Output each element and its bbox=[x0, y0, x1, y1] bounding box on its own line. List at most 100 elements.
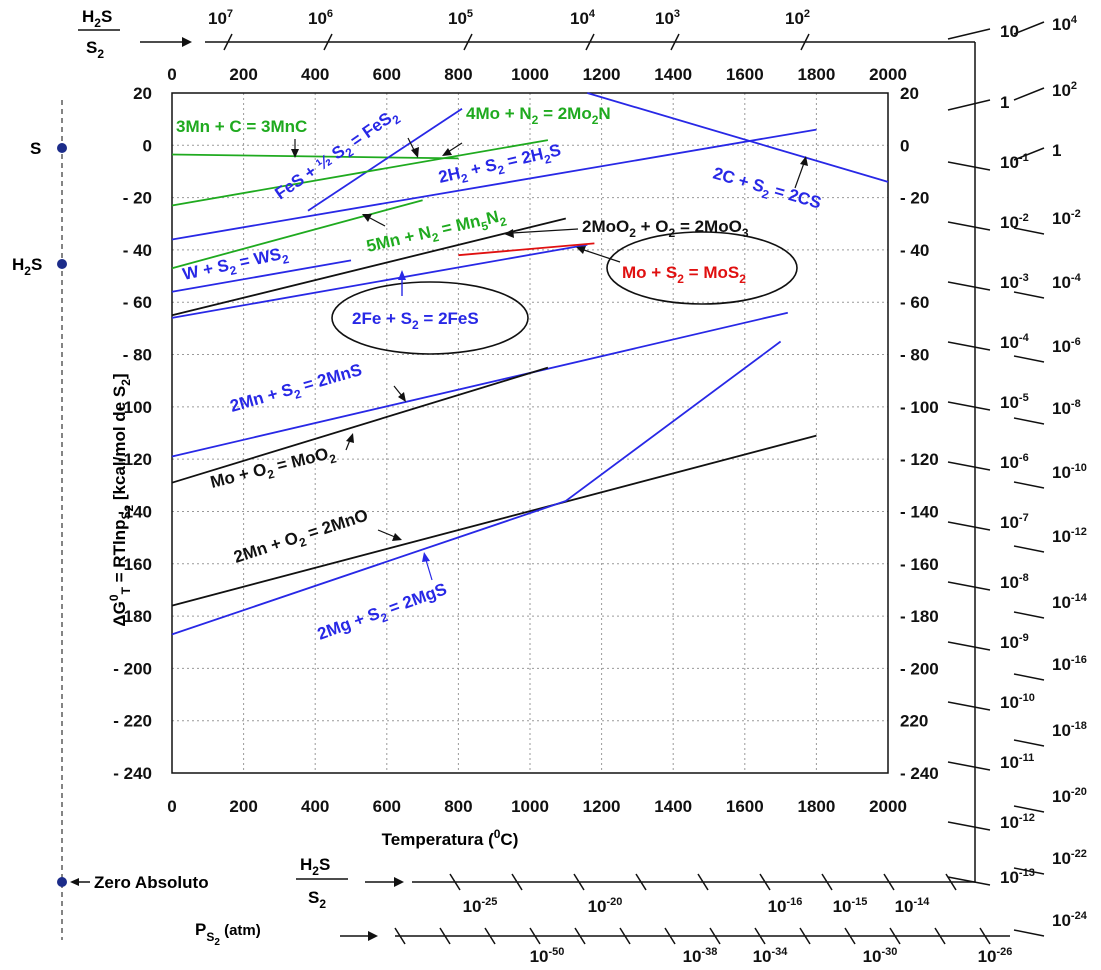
series-line bbox=[171, 366, 549, 484]
right-pressure-tick bbox=[1013, 739, 1045, 747]
right-ratio-tick bbox=[947, 876, 991, 886]
right-pressure-tick bbox=[1013, 611, 1045, 619]
ps2-tick bbox=[664, 927, 676, 945]
y-tick-label-right: - 140 bbox=[900, 502, 939, 521]
zero-absolute-label: Zero Absoluto bbox=[94, 873, 209, 892]
top-ratio-denominator: S2 bbox=[86, 38, 104, 61]
y-tick-label-right: - 40 bbox=[900, 241, 929, 260]
right-pressure-tick-label: 10-22 bbox=[1052, 848, 1087, 868]
right-ratio-tick-label: 10-2 bbox=[1000, 212, 1029, 232]
bottom-ratio-tick-label: 10-16 bbox=[768, 896, 803, 916]
y-tick-label-left: - 20 bbox=[123, 189, 152, 208]
x-tick-label-top: 1800 bbox=[797, 65, 835, 84]
left-reference-scale: S H2S Zero Absoluto bbox=[12, 100, 209, 940]
series-line bbox=[171, 259, 352, 293]
right-ratio-tick-label: 10-4 bbox=[1000, 332, 1030, 352]
right-ratio-tick bbox=[947, 28, 991, 40]
series-line bbox=[171, 434, 817, 607]
right-ratio-tick-label: 10-5 bbox=[1000, 392, 1029, 412]
right-pressure-tick bbox=[1013, 545, 1045, 553]
series-line bbox=[587, 92, 889, 183]
top-ratio-tick bbox=[463, 33, 473, 51]
series-line bbox=[171, 128, 817, 241]
bottom-ratio-tick-label: 10-25 bbox=[463, 896, 498, 916]
x-tick-label: 2000 bbox=[869, 797, 907, 816]
top-ratio-tick-label: 102 bbox=[785, 8, 810, 28]
y-tick-label-left: -100 bbox=[118, 398, 152, 417]
series-line bbox=[458, 242, 595, 257]
bottom-ratio-tick-label: 10-20 bbox=[588, 896, 623, 916]
fes-highlight-ellipse bbox=[331, 281, 529, 355]
y-tick-label-left: - 240 bbox=[113, 764, 152, 783]
x-tick-label-top: 1200 bbox=[583, 65, 621, 84]
y-tick-label-right: - 20 bbox=[900, 189, 929, 208]
series-line bbox=[171, 153, 459, 160]
y-tick-label-left: - 220 bbox=[113, 712, 152, 731]
ps2-tick bbox=[754, 927, 766, 945]
x-tick-label-top: 600 bbox=[373, 65, 401, 84]
right-pressure-tick bbox=[1013, 87, 1045, 101]
right-ratio-tick bbox=[947, 521, 991, 531]
ps2-tick-label: 10-26 bbox=[978, 946, 1013, 966]
y-tick-label-right: - 180 bbox=[900, 607, 939, 626]
label-mn5n2: 5Mn + N2 = Mn5N2 bbox=[365, 205, 509, 259]
bottom-ratio-numerator: H2S bbox=[300, 855, 330, 878]
right-pressure-tick-label: 104 bbox=[1052, 14, 1078, 34]
reaction-labels: 3Mn + C = 3MnC FeS + ½ S2 = FeS2 4Mo + N… bbox=[176, 104, 823, 644]
mos2-highlight-ellipse bbox=[606, 231, 798, 305]
grid bbox=[172, 93, 888, 773]
right-ratio-scale: 10 1 10-1 10-2 10-3 10-4 10-5 10-6 10-7 10-8 10-9 1… bbox=[947, 22, 1035, 887]
ps2-tick-label: 10-30 bbox=[863, 946, 898, 966]
right-pressure-tick bbox=[1013, 481, 1045, 489]
label-mo2n: 4Mo + N2 = 2Mo2N bbox=[466, 104, 611, 127]
y-tick-label-left: - 80 bbox=[123, 346, 152, 365]
label-fes: 2Fe + S2 = 2FeS bbox=[352, 309, 479, 332]
right-ratio-tick-label: 1 bbox=[1000, 93, 1009, 112]
x-tick-label-top: 2000 bbox=[869, 65, 907, 84]
ps2-tick bbox=[979, 927, 991, 945]
y-tick-label-right: - 100 bbox=[900, 398, 939, 417]
right-ratio-tick bbox=[947, 761, 991, 771]
top-ratio-tick-label: 105 bbox=[448, 8, 473, 28]
plot-frame bbox=[171, 92, 889, 774]
top-ratio-tick bbox=[670, 33, 680, 51]
y-tick-label-left: - 40 bbox=[123, 241, 152, 260]
bottom-ratio-tick-label: 10-15 bbox=[833, 896, 868, 916]
x-axis-top: 0 200 400 600 800 1000 1200 1400 1600 1800 2000 bbox=[167, 65, 907, 84]
right-ratio-tick bbox=[947, 341, 991, 351]
s-point bbox=[57, 143, 67, 153]
label-moo2: Mo + O2 = MoO2 bbox=[208, 442, 338, 495]
y-tick-label-left: -160 bbox=[118, 555, 152, 574]
series-line bbox=[171, 311, 789, 458]
x-axis-bottom: 0 200 400 600 800 1000 1200 1400 1600 1800 2000 bbox=[167, 797, 907, 816]
bottom-ratio-denominator: S2 bbox=[308, 888, 326, 911]
x-axis-title: Temperatura (0C) bbox=[382, 827, 519, 849]
right-ratio-tick-label: 10-3 bbox=[1000, 272, 1029, 292]
h2s-label: H2S bbox=[12, 255, 42, 278]
x-tick-label: 400 bbox=[301, 797, 329, 816]
x-tick-label: 0 bbox=[167, 797, 176, 816]
series-lines bbox=[171, 92, 889, 636]
top-ratio-tick-label: 104 bbox=[570, 8, 596, 28]
x-tick-label: 1000 bbox=[511, 797, 549, 816]
ps2-tick-label: 10-50 bbox=[530, 946, 565, 966]
right-ratio-tick bbox=[947, 221, 991, 231]
ps2-tick bbox=[889, 927, 901, 945]
y-tick-label-left: 0 bbox=[143, 136, 152, 155]
s-label: S bbox=[30, 139, 41, 158]
ps2-tick bbox=[574, 927, 586, 945]
ps2-tick bbox=[619, 927, 631, 945]
top-ratio-tick-label: 107 bbox=[208, 8, 233, 28]
bottom-ratio-tick bbox=[945, 873, 957, 891]
right-pressure-tick bbox=[1013, 291, 1045, 299]
x-tick-label-top: 400 bbox=[301, 65, 329, 84]
label-mno: 2Mn + O2 = 2MnO bbox=[231, 506, 371, 571]
right-pressure-tick bbox=[1013, 929, 1045, 937]
x-tick-label-top: 200 bbox=[229, 65, 257, 84]
y-tick-label-left: - 200 bbox=[113, 659, 152, 678]
right-ratio-tick bbox=[947, 281, 991, 291]
label-moo3: 2MoO2 + O2 = 2MoO3 bbox=[582, 217, 749, 240]
ps2-tick bbox=[709, 927, 721, 945]
top-ratio-tick-label: 106 bbox=[308, 8, 333, 28]
